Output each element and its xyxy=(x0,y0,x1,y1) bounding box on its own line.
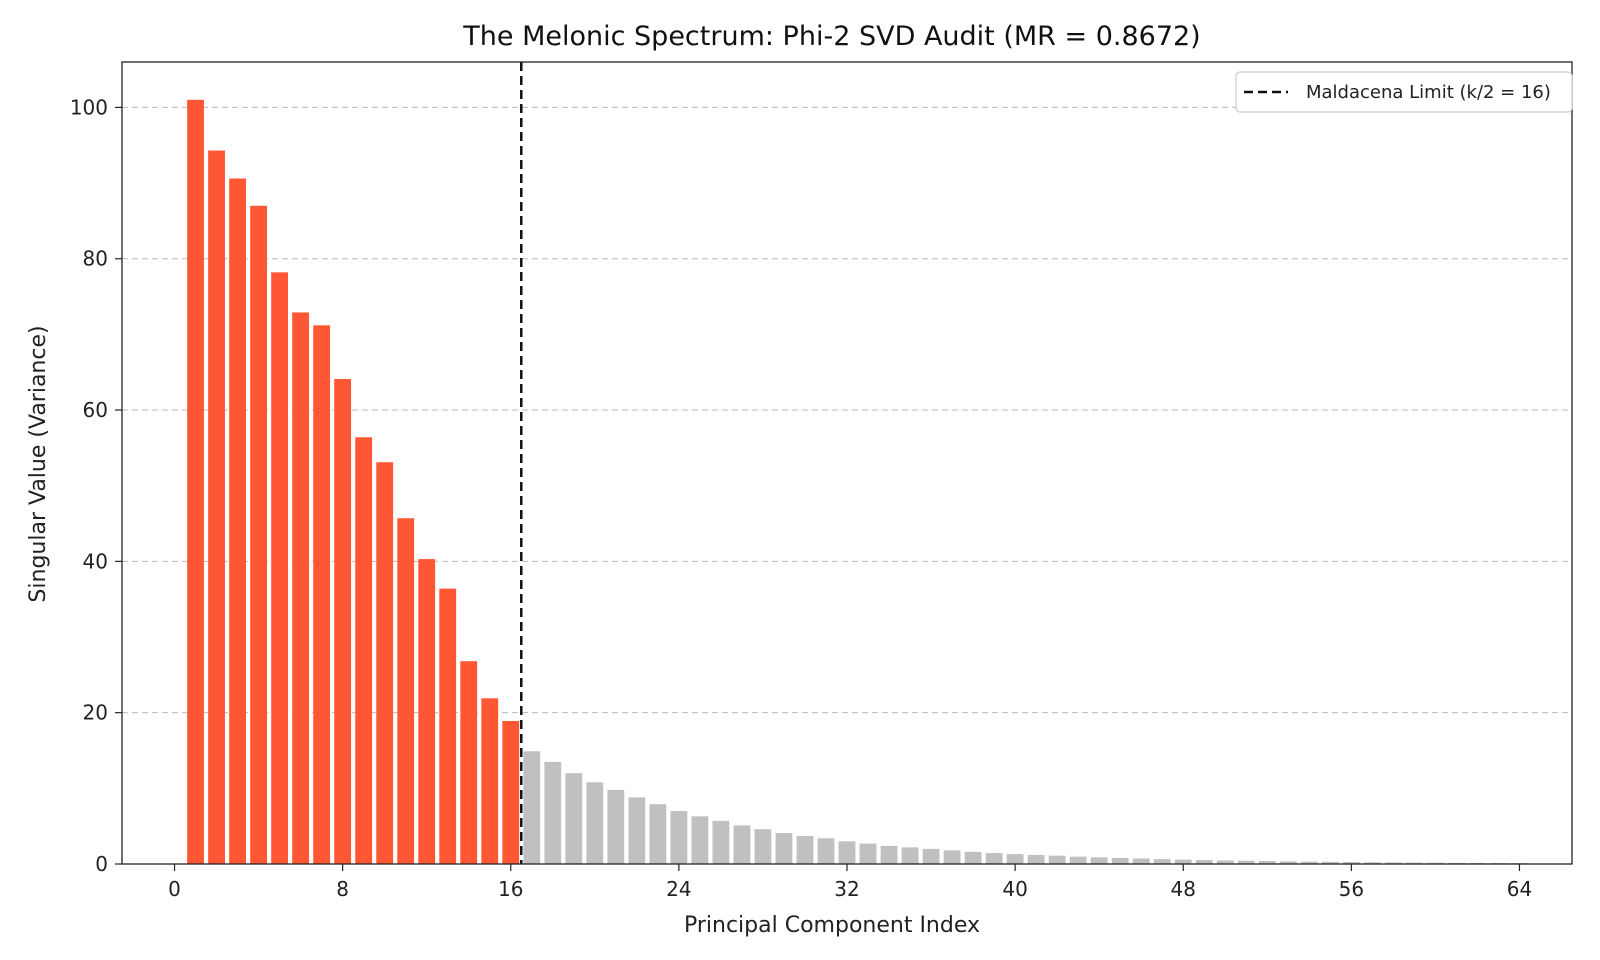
y-tick-label: 20 xyxy=(83,701,108,725)
bar xyxy=(229,178,246,865)
y-axis-label: Singular Value (Variance) xyxy=(26,325,51,602)
bar xyxy=(1237,860,1255,864)
y-tick-label: 40 xyxy=(83,549,108,573)
bar xyxy=(481,698,499,864)
x-axis-ticks: 0 8 16 24 32 40 48 56 64 xyxy=(168,864,1532,901)
y-tick-label: 0 xyxy=(95,852,108,876)
bar xyxy=(943,850,961,864)
x-tick-label: 64 xyxy=(1507,877,1532,901)
bar xyxy=(355,437,373,864)
bar xyxy=(1363,862,1381,864)
bar xyxy=(817,838,835,864)
y-tick-label: 80 xyxy=(83,247,108,271)
bar xyxy=(523,751,541,864)
bar xyxy=(460,661,478,864)
bar xyxy=(1216,860,1234,864)
x-axis-label: Principal Component Index xyxy=(684,913,980,938)
bar xyxy=(502,721,520,864)
bar xyxy=(439,588,457,864)
legend-box xyxy=(1235,71,1573,113)
bar xyxy=(691,816,709,864)
bar xyxy=(187,99,204,864)
bar xyxy=(1111,857,1129,864)
legend: Maldacena Limit (k/2 = 16) xyxy=(1235,71,1573,113)
x-tick-label: 32 xyxy=(834,877,859,901)
bar xyxy=(376,462,394,864)
bar xyxy=(1090,857,1108,864)
bar xyxy=(754,829,772,864)
bar xyxy=(1258,861,1276,864)
bar xyxy=(565,773,583,864)
x-tick-label: 40 xyxy=(1002,877,1027,901)
bar xyxy=(1321,861,1339,864)
bar xyxy=(1069,856,1087,864)
bar xyxy=(208,150,225,864)
bar xyxy=(1132,858,1150,864)
bar xyxy=(1279,861,1297,864)
bar xyxy=(1405,862,1423,864)
x-tick-label: 48 xyxy=(1171,877,1196,901)
bar xyxy=(964,851,982,864)
bar xyxy=(1384,862,1402,864)
bar xyxy=(649,804,667,864)
bar xyxy=(334,379,352,864)
bar xyxy=(1027,854,1045,864)
chart-title: The Melonic Spectrum: Phi-2 SVD Audit (M… xyxy=(462,21,1200,52)
x-tick-label: 0 xyxy=(168,877,181,901)
bar xyxy=(1006,854,1024,864)
bar xyxy=(292,312,310,864)
bar xyxy=(985,853,1003,864)
bar xyxy=(1342,862,1360,864)
bar xyxy=(670,811,688,864)
bar xyxy=(607,789,625,864)
bars xyxy=(187,99,1528,865)
bar xyxy=(901,847,919,864)
bar xyxy=(1153,859,1171,864)
y-tick-label: 100 xyxy=(70,95,108,119)
bar xyxy=(628,797,646,864)
x-tick-label: 8 xyxy=(336,877,349,901)
bar xyxy=(880,845,898,864)
y-axis-ticks: 0 20 40 60 80 100 xyxy=(70,95,122,876)
bar xyxy=(733,825,751,864)
bar xyxy=(250,205,267,865)
bar xyxy=(1300,861,1318,864)
bar xyxy=(271,272,289,865)
x-tick-label: 16 xyxy=(498,877,523,901)
bar xyxy=(313,325,331,865)
bar xyxy=(838,841,856,864)
bar xyxy=(544,761,562,864)
bar xyxy=(397,518,415,864)
bar xyxy=(796,836,814,864)
bar xyxy=(1174,859,1192,864)
bar xyxy=(586,782,604,864)
bar xyxy=(712,820,730,864)
bar xyxy=(418,559,436,864)
x-tick-label: 56 xyxy=(1339,877,1364,901)
y-tick-label: 60 xyxy=(83,398,108,422)
bar xyxy=(1195,860,1213,864)
bar xyxy=(1048,855,1066,864)
bar xyxy=(859,843,877,864)
bar xyxy=(775,832,793,864)
x-tick-label: 24 xyxy=(666,877,691,901)
legend-label: Maldacena Limit (k/2 = 16) xyxy=(1306,82,1551,103)
bar xyxy=(922,848,940,864)
